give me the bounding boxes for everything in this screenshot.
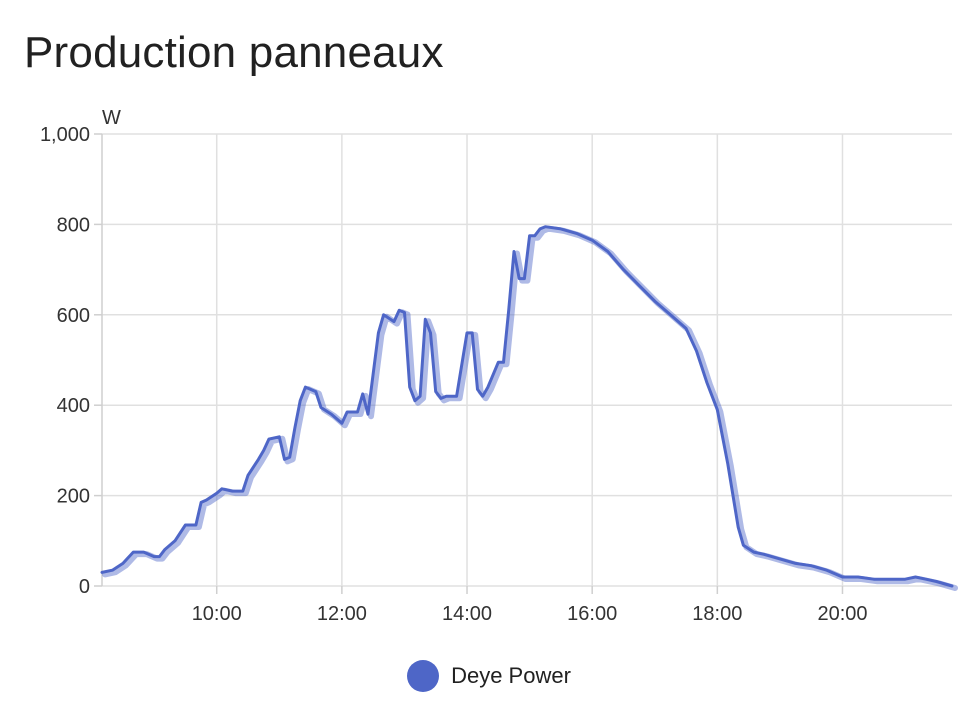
x-tick-label: 20:00 bbox=[817, 603, 867, 625]
page-title: Production panneaux bbox=[24, 28, 444, 77]
y-axis-unit-label: W bbox=[102, 107, 121, 129]
series-line[interactable] bbox=[100, 225, 954, 588]
x-axis: 10:00 12:00 14:00 16:00 18:00 20:00 bbox=[192, 586, 868, 625]
y-axis: 0 200 400 600 800 1,000 bbox=[40, 124, 102, 598]
y-tick-label: 0 bbox=[79, 576, 90, 598]
series-group bbox=[100, 225, 958, 591]
x-tick-label: 18:00 bbox=[692, 603, 742, 625]
y-tick-label: 800 bbox=[57, 214, 90, 236]
y-tick-label: 1,000 bbox=[40, 124, 90, 146]
y-tick-label: 600 bbox=[57, 305, 90, 327]
series-line-halo bbox=[102, 225, 958, 591]
y-tick-label: 400 bbox=[57, 395, 90, 417]
legend-swatch-icon bbox=[407, 660, 440, 692]
x-tick-label: 12:00 bbox=[317, 603, 367, 625]
x-tick-label: 16:00 bbox=[567, 603, 617, 625]
grid-lines bbox=[101, 133, 952, 587]
y-tick-label: 200 bbox=[57, 486, 90, 508]
x-tick-label: 10:00 bbox=[192, 603, 242, 625]
legend-label: Deye Power bbox=[451, 663, 571, 688]
legend[interactable]: Deye Power bbox=[0, 660, 978, 692]
x-tick-label: 14:00 bbox=[442, 603, 492, 625]
